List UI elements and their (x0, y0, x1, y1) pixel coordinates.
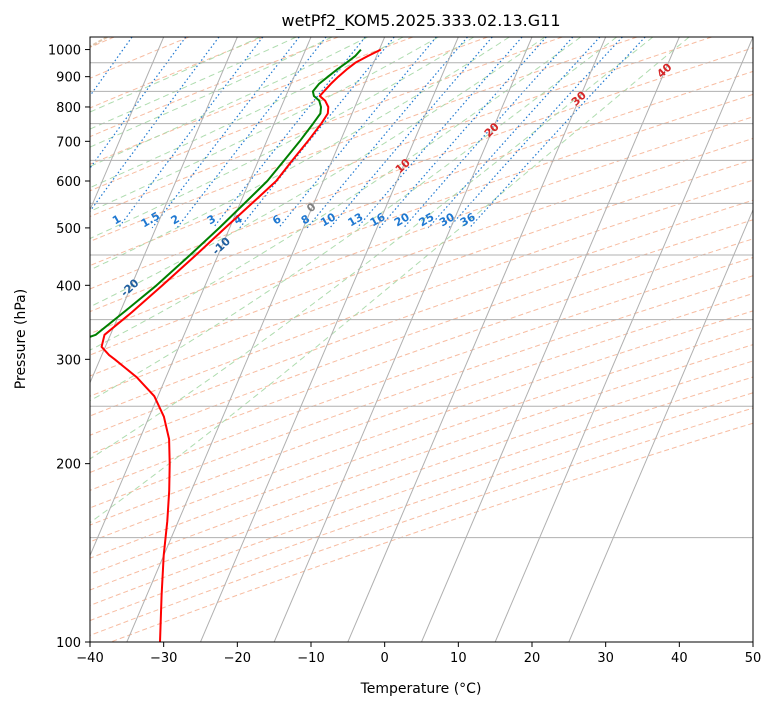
dry-adiabat-line (90, 219, 753, 455)
dry-adiabat-line (90, 37, 488, 192)
moist-adiabat-line (90, 37, 297, 130)
dry-adiabat-line (90, 37, 638, 242)
moist-adiabat-line (90, 37, 546, 308)
isotherm-line (90, 37, 238, 384)
moist-adiabat-line (90, 37, 582, 351)
y-tick-label: 1000 (48, 44, 81, 59)
dry-adiabat-line (90, 70, 753, 313)
y-tick-label: 700 (56, 135, 81, 150)
mixing-ratio-line (378, 37, 547, 229)
mixing-ratio-line (118, 37, 264, 229)
isotherm-line (200, 37, 459, 642)
mixing-ratio-line (90, 37, 133, 97)
moist-adiabat-line (90, 37, 510, 271)
x-tick-label: −10 (297, 651, 324, 666)
dry-adiabat-line (90, 159, 753, 397)
x-tick-label: 30 (597, 651, 614, 666)
x-tick-label: −30 (150, 651, 177, 666)
moist-adiabat-line (90, 37, 439, 212)
mixing-ratio-line (448, 37, 623, 229)
isotherm-line (568, 208, 753, 642)
x-tick-label: −40 (76, 651, 103, 666)
moist-adiabat-line (90, 37, 404, 189)
moist-adiabat-line (90, 37, 654, 460)
dry-adiabat-line (90, 275, 753, 509)
dry-adiabat-line (90, 310, 753, 543)
moist-adiabat-line (90, 37, 475, 240)
isotherm-line (90, 37, 312, 557)
background-lines (90, 37, 753, 642)
isotherm-line (347, 37, 607, 642)
moist-adiabat-line (90, 37, 690, 524)
isotherm-line (90, 37, 165, 212)
mixing-ratio-line (239, 37, 395, 229)
dry-adiabat-line (90, 392, 753, 622)
dry-adiabat-line (90, 199, 753, 436)
moist-adiabat-line (90, 37, 618, 402)
isotherm-line (273, 37, 533, 642)
y-tick-label: 600 (56, 175, 81, 190)
x-tick-label: 0 (381, 651, 389, 666)
dry-adiabat-line (90, 37, 264, 109)
dry-adiabat-line (90, 344, 753, 575)
dry-adiabat-line (90, 376, 753, 606)
moist-adiabat-line (90, 37, 368, 167)
y-tick-label: 900 (56, 71, 81, 86)
temperature-profile-line (100, 48, 382, 642)
dry-adiabat-line (90, 179, 753, 417)
dry-adiabat-line (90, 37, 712, 267)
mixing-ratio-line (90, 37, 187, 170)
dry-adiabat-line (90, 360, 753, 591)
x-tick-label: −20 (224, 651, 251, 666)
mixing-ratio-line (90, 37, 220, 213)
dewpoint-profile-line (90, 48, 362, 338)
dry-adiabat-line (90, 116, 753, 356)
mixing-ratio-line (469, 37, 646, 229)
y-axis-title: Pressure (hPa) (13, 289, 29, 389)
y-tick-label: 500 (56, 222, 81, 237)
y-tick-label: 300 (56, 353, 81, 368)
dry-adiabat-line (90, 292, 753, 526)
y-tick-label: 100 (56, 636, 81, 651)
x-tick-label: 20 (524, 651, 541, 666)
x-tick-label: 40 (671, 651, 688, 666)
y-tick-label: 400 (56, 279, 81, 294)
x-tick-label: 50 (745, 651, 762, 666)
chart-title: wetPf2_KOM5.2025.333.02.13.G11 (281, 11, 560, 31)
moist-adiabat-line (90, 37, 261, 113)
isotherm-line (494, 37, 753, 642)
dry-adiabat-line (90, 327, 753, 559)
dry-adiabat-line (90, 37, 563, 218)
dry-adiabat-line (90, 256, 753, 491)
dry-adiabat-line (90, 238, 753, 473)
mixing-ratio-line (403, 37, 574, 229)
dry-adiabat-line (90, 93, 753, 335)
x-axis-title: Temperature (°C) (360, 681, 482, 697)
mixing-ratio-line (212, 37, 366, 229)
y-axis-ticks: 1000 900 800 700 600 500 400 300 200 100 (48, 44, 90, 651)
sounding-profiles (90, 48, 382, 642)
mixing-ratio-line (306, 37, 468, 229)
x-axis-ticks: −40 −30 −20 −10 0 10 20 30 40 50 (76, 642, 761, 666)
isotherm-line (126, 37, 386, 642)
plot-frame (89, 36, 754, 643)
x-tick-label: 10 (450, 651, 467, 666)
y-tick-label: 800 (56, 101, 81, 116)
dry-adiabat-line (90, 47, 753, 290)
isotherm-line (421, 37, 680, 642)
y-tick-label: 200 (56, 458, 81, 473)
